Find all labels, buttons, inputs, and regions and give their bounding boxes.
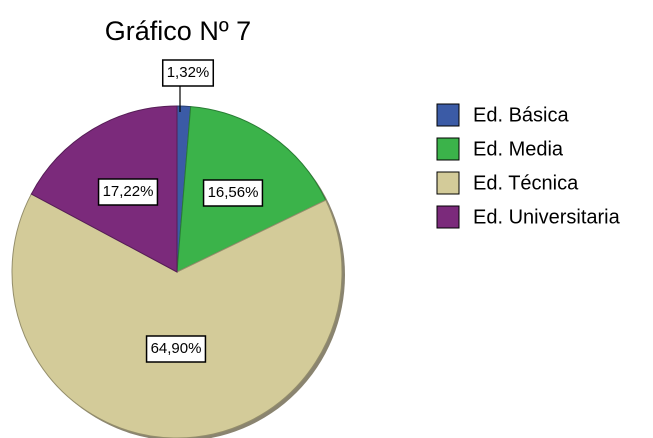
legend-label: Ed. Universitaria bbox=[473, 206, 621, 228]
legend-swatch bbox=[436, 171, 460, 195]
legend-label: Ed. Media bbox=[473, 138, 564, 160]
data-label-box bbox=[161, 59, 215, 87]
data-labels: 1,32% 16,56% 64,90% 17,22% bbox=[97, 59, 264, 363]
data-label: 16,56% bbox=[208, 184, 259, 201]
legend-swatch bbox=[436, 205, 460, 229]
legend-label: Ed. Básica bbox=[473, 104, 569, 126]
data-label: 17,22% bbox=[103, 183, 154, 200]
chart-title: Gráfico Nº 7 bbox=[105, 16, 251, 46]
data-label-box bbox=[145, 335, 207, 363]
legend-swatch bbox=[436, 103, 460, 127]
data-label: 64,90% bbox=[151, 340, 202, 357]
pie bbox=[11, 105, 345, 438]
data-label: 1,32% bbox=[167, 64, 210, 81]
legend-swatch bbox=[436, 137, 460, 161]
data-label-box bbox=[97, 178, 159, 206]
legend: Ed. Básica Ed. Media Ed. Técnica Ed. Univer… bbox=[436, 103, 621, 229]
legend-label: Ed. Técnica bbox=[473, 172, 579, 194]
data-label-box bbox=[202, 179, 264, 207]
